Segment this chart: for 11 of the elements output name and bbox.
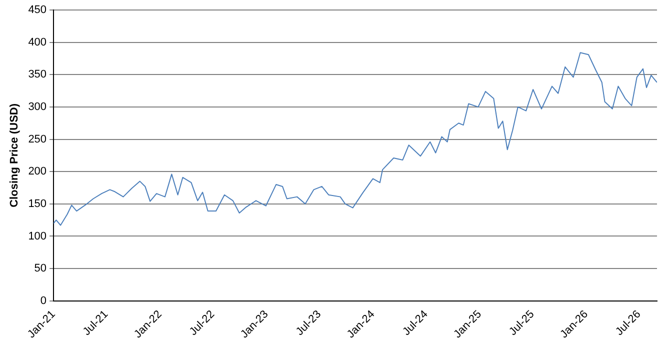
y-tick-label: 200 — [28, 166, 47, 178]
y-tick-label: 450 — [28, 4, 47, 16]
y-tick-label: 300 — [28, 100, 47, 113]
y-tick-label: 250 — [28, 133, 47, 146]
y-tick-label: 350 — [28, 68, 47, 81]
y-tick-label: 50 — [34, 262, 47, 275]
y-tick-label: 150 — [28, 198, 47, 210]
y-axis-title: Closing Price (USD) — [8, 103, 21, 208]
y-tick-label: 0 — [40, 294, 47, 307]
y-tick-label: 100 — [28, 230, 47, 242]
y-tick-label: 400 — [28, 36, 47, 48]
